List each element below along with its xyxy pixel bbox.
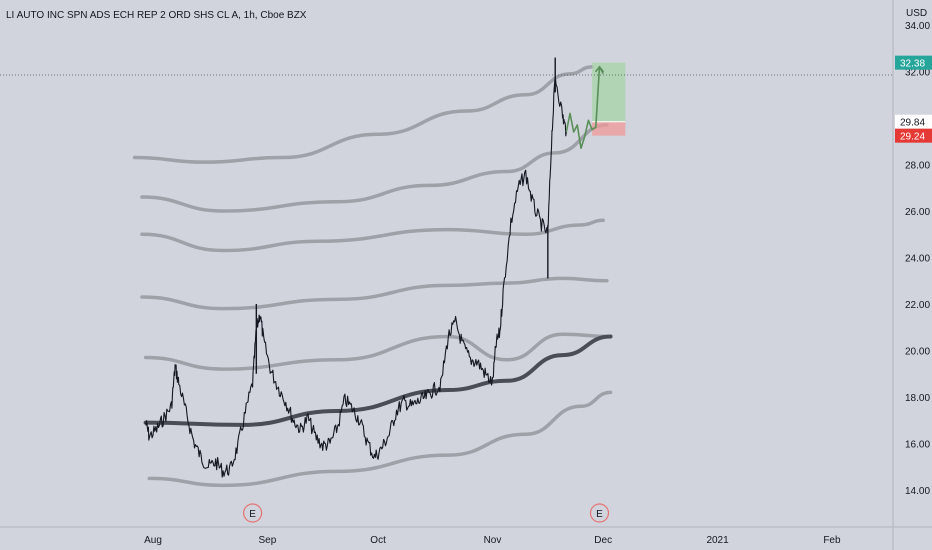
band-line <box>140 123 609 213</box>
x-tick-label: Feb <box>823 535 841 546</box>
y-tick-label: 26.00 <box>905 207 930 218</box>
price-tag <box>895 55 932 70</box>
price-line <box>145 75 567 478</box>
band-line <box>143 332 613 371</box>
y-tick-label: 34.00 <box>905 21 930 32</box>
price-tag <box>895 114 932 129</box>
projection-arrowhead <box>594 65 605 73</box>
x-tick-label: Nov <box>484 535 502 546</box>
price-series <box>145 57 567 478</box>
x-tick-label: 2021 <box>706 535 729 546</box>
x-axis-ticks: Aug Sep Oct Nov Dec 2021 Feb <box>144 535 841 546</box>
y-tick-label: 20.00 <box>905 347 930 358</box>
stop-zone <box>592 121 626 136</box>
y-tick-label: 22.00 <box>905 300 930 311</box>
chart-title: LI AUTO INC SPN ADS ECH REP 2 ORD SHS CL… <box>6 10 307 21</box>
projection-line <box>565 66 604 149</box>
long-position-tool[interactable] <box>592 62 626 136</box>
currency-label: USD <box>906 8 927 19</box>
x-tick-label: Dec <box>594 535 612 546</box>
earnings-label: E <box>596 509 603 520</box>
earnings-label: E <box>249 509 256 520</box>
y-tick-label: 32.00 <box>905 68 930 79</box>
band-line <box>140 218 605 253</box>
band-line <box>140 276 609 311</box>
price-tag-label: 29.84 <box>900 118 925 129</box>
earnings-marker <box>243 503 263 523</box>
x-tick-label: Aug <box>144 535 162 546</box>
price-tag <box>895 128 932 143</box>
price-tag-label: 32.38 <box>900 59 925 70</box>
y-tick-label: 18.00 <box>905 393 930 404</box>
y-tick-label: 16.00 <box>905 440 930 451</box>
y-tick-label: 14.00 <box>905 486 930 497</box>
price-tags: 32.38 29.84 29.24 <box>895 55 932 143</box>
band-line <box>147 390 613 488</box>
y-tick-label: 24.00 <box>905 254 930 265</box>
price-tag-label: 29.24 <box>900 132 925 143</box>
x-tick-label: Oct <box>370 535 386 546</box>
earnings-marker <box>589 503 610 523</box>
y-tick-label: 28.00 <box>905 161 930 172</box>
x-tick-label: Sep <box>258 535 276 546</box>
projection-path <box>565 65 605 149</box>
